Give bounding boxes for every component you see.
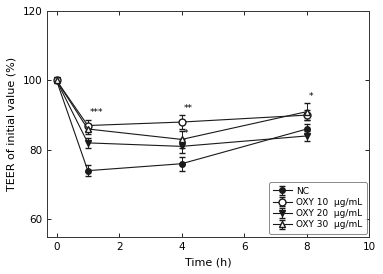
Y-axis label: TEER of initial value (%): TEER of initial value (%) — [7, 57, 17, 191]
X-axis label: Time (h): Time (h) — [185, 257, 232, 267]
Text: *: * — [308, 92, 313, 101]
Legend: NC, OXY 10  μg/mL, OXY 20  μg/mL, OXY 30  μg/mL: NC, OXY 10 μg/mL, OXY 20 μg/mL, OXY 30 μ… — [269, 182, 367, 234]
Text: ***: *** — [89, 108, 103, 117]
Text: *: * — [183, 129, 188, 138]
Text: **: ** — [183, 104, 192, 113]
